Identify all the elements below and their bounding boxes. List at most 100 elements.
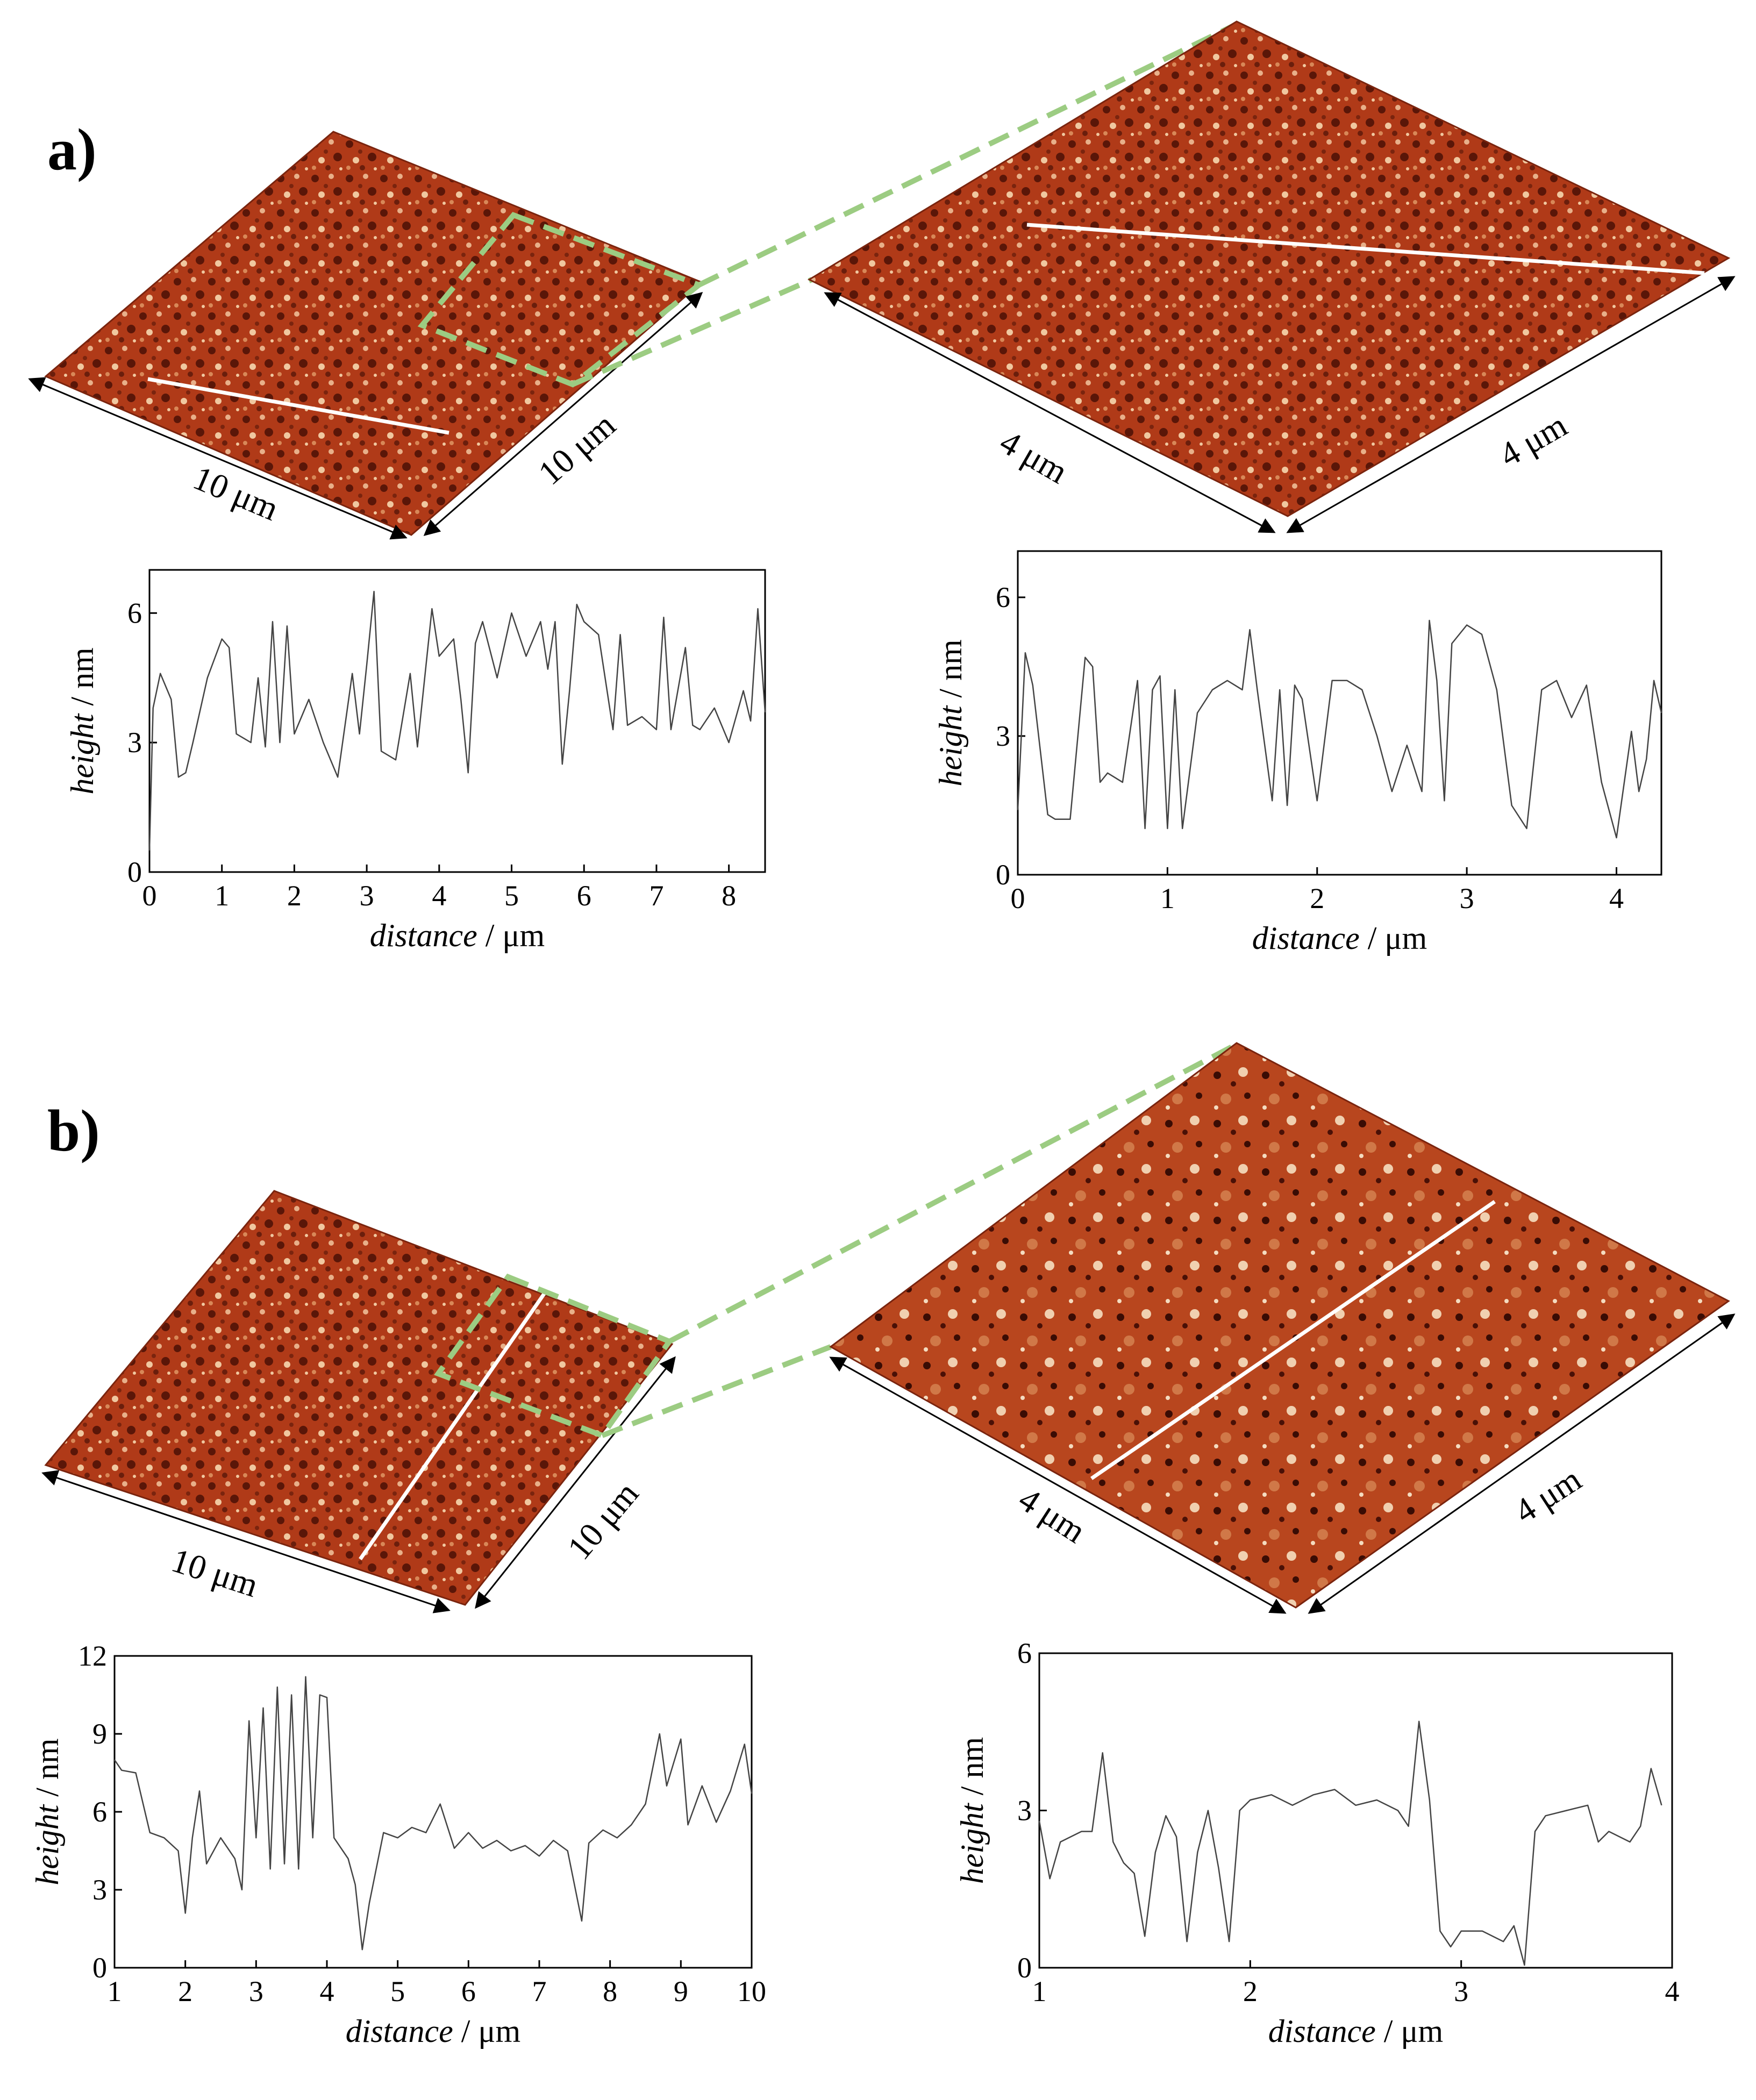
axis-arrow-b-zoom-x <box>829 1356 1287 1614</box>
chart0-x-tick-label: 4 <box>432 880 446 912</box>
chart3-frame <box>1038 1652 1673 1969</box>
chart2-x-tick-label: 6 <box>461 1975 476 2008</box>
chart2-x-tick-label: 7 <box>532 1975 547 2008</box>
scale-label-b-zoom-y: 4 μm <box>1508 1460 1588 1530</box>
chart3-x-axis-label-unit: / μm <box>1376 2013 1444 2049</box>
chart3-y-axis-label: height / nm <box>954 1737 990 1884</box>
chart1-y-axis-label-quantity: height <box>933 705 968 786</box>
chart2-x-tick-label: 2 <box>178 1975 192 2008</box>
chart1-y-axis-label-unit: / nm <box>933 639 968 705</box>
scale-label-b-large-y: 10 μm <box>560 1475 646 1567</box>
profile-line-a-zoom <box>1026 223 1705 275</box>
panel-label-a: a) <box>47 117 97 182</box>
chart1-x-tick-label: 4 <box>1609 882 1624 915</box>
chart1-x-tick-label: 0 <box>1011 882 1025 915</box>
scale-label-a-zoom-x: 4 μm <box>994 423 1074 491</box>
afm-image-a-zoom: 4 μm 4 μm <box>807 20 1736 533</box>
height-profile-chart-a-left: 0 1 2 3 4 5 6 7 8 0 3 6 distance / μm height / nm <box>65 569 766 953</box>
chart3-x-tick-label: 3 <box>1454 1975 1468 2008</box>
chart2-x-tick-label: 5 <box>390 1975 405 2008</box>
chart1-x-axis-label: distance / μm <box>1252 920 1427 956</box>
chart0-x-tick-label: 5 <box>504 880 519 912</box>
chart2-x-axis-label-quantity: distance <box>346 2013 453 2049</box>
chart2-x-tick-label: 4 <box>320 1975 334 2008</box>
chart0-x-tick-label: 2 <box>287 880 302 912</box>
chart1-height-trace <box>1017 619 1662 839</box>
chart0-height-trace <box>148 590 766 851</box>
chart2-y-tick-label: 0 <box>92 1952 107 1984</box>
chart1-x-tick-label: 3 <box>1460 882 1474 915</box>
chart3-x-axis-label: distance / μm <box>1268 2013 1443 2049</box>
zoom-connector-a-top <box>697 22 1238 288</box>
chart1-frame <box>1017 550 1662 876</box>
chart2-y-axis-label-unit: / nm <box>30 1738 65 1804</box>
chart1-y-tick-label: 0 <box>996 859 1010 891</box>
chart3-height-trace <box>1038 1720 1662 1966</box>
chart0-y-tick-label: 0 <box>127 856 142 888</box>
chart1-y-tick-label: 6 <box>996 581 1010 613</box>
chart0-y-tick-label: 3 <box>127 726 142 759</box>
axis-arrow-b-zoom-y <box>1308 1313 1736 1614</box>
height-profile-chart-b-right: 1 2 3 4 0 3 6 distance / μm height / nm <box>954 1637 1680 2049</box>
chart1-x-axis-label-unit: / μm <box>1360 920 1427 956</box>
zoom-connector-b-bottom <box>601 1344 832 1438</box>
chart0-frame <box>148 569 766 873</box>
chart2-height-trace <box>113 1676 753 1951</box>
scale-label-b-large-x: 10 μm <box>167 1541 263 1604</box>
chart3-y-tick-label: 6 <box>1017 1637 1032 1669</box>
afm-image-a-large: 10 μm 10 μm <box>28 131 705 540</box>
chart3-y-tick-label: 3 <box>1017 1795 1032 1827</box>
panel-label-b: b) <box>47 1098 100 1163</box>
zoom-connector-a-bottom <box>571 277 813 387</box>
chart3-x-tick-label: 1 <box>1032 1975 1047 2008</box>
chart0-x-tick-label: 3 <box>360 880 374 912</box>
chart0-x-axis-label-unit: / μm <box>477 918 545 953</box>
chart2-x-tick-label: 9 <box>674 1975 688 2008</box>
chart2-x-tick-label: 10 <box>737 1975 766 2008</box>
chart2-frame <box>113 1655 753 1969</box>
chart1-x-axis-label-quantity: distance <box>1252 920 1360 956</box>
chart0-x-tick-label: 1 <box>215 880 229 912</box>
chart0-x-tick-label: 0 <box>142 880 157 912</box>
axis-arrow-b-large-x <box>41 1470 451 1613</box>
scale-label-a-zoom-y: 4 μm <box>1493 406 1574 475</box>
chart2-y-tick-label: 6 <box>92 1796 107 1828</box>
chart0-y-axis-label-unit: / nm <box>65 647 100 713</box>
chart2-x-axis-label: distance / μm <box>346 2013 520 2049</box>
axis-arrow-a-large-x <box>28 377 408 540</box>
axis-arrow-b-large-y <box>475 1356 676 1609</box>
chart0-x-axis-label-quantity: distance <box>370 918 477 953</box>
axis-arrow-a-zoom-y <box>1286 276 1736 533</box>
chart2-y-axis-label-quantity: height <box>30 1804 65 1885</box>
chart2-x-axis-label-unit: / μm <box>453 2013 521 2049</box>
chart3-y-axis-label-unit: / nm <box>954 1737 990 1803</box>
chart0-y-axis-label: height / nm <box>65 647 100 794</box>
chart3-x-axis-label-quantity: distance <box>1268 2013 1376 2049</box>
scale-label-b-zoom-x: 4 μm <box>1012 1480 1092 1550</box>
chart3-x-tick-label: 2 <box>1243 1975 1258 2008</box>
chart2-y-tick-label: 3 <box>92 1874 107 1906</box>
chart1-y-tick-label: 3 <box>996 720 1010 752</box>
chart0-x-tick-label: 8 <box>722 880 736 912</box>
chart2-y-tick-label: 9 <box>92 1718 107 1750</box>
afm-image-b-zoom: 4 μm 4 μm <box>829 1042 1736 1614</box>
chart2-y-axis-label: height / nm <box>30 1738 65 1885</box>
axis-arrow-a-large-y <box>423 292 703 536</box>
chart2-y-tick-label: 12 <box>78 1640 107 1672</box>
height-profile-chart-a-right: 0 1 2 3 4 0 3 6 distance / μm height / nm <box>933 550 1662 956</box>
chart2-x-tick-label: 3 <box>249 1975 263 2008</box>
chart3-x-tick-label: 4 <box>1665 1975 1680 2008</box>
chart3-y-axis-label-quantity: height <box>954 1803 990 1884</box>
axis-arrow-a-zoom-x <box>824 292 1276 533</box>
afm-image-b-large: 10 μm 10 μm <box>41 1190 676 1613</box>
chart0-x-tick-label: 7 <box>649 880 663 912</box>
zoom-box-b <box>434 1273 674 1439</box>
chart1-y-axis-label: height / nm <box>933 639 968 786</box>
chart0-y-tick-label: 6 <box>127 597 142 629</box>
chart0-y-axis-label-quantity: height <box>65 713 100 794</box>
chart0-x-tick-label: 6 <box>577 880 591 912</box>
chart0-x-axis-label: distance / μm <box>370 918 545 953</box>
